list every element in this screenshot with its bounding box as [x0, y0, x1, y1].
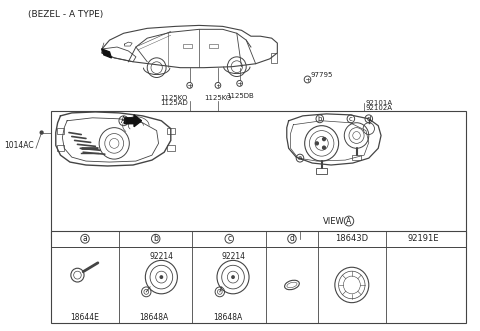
Text: 18648A: 18648A — [139, 313, 168, 322]
Text: 1125KO: 1125KO — [204, 95, 231, 101]
Bar — [167, 145, 175, 151]
Text: c: c — [227, 234, 231, 243]
Text: 18643D: 18643D — [335, 234, 368, 243]
Bar — [271, 53, 277, 63]
Bar — [316, 168, 327, 174]
Bar — [57, 128, 64, 133]
Text: b: b — [153, 234, 158, 243]
Text: 1014AC: 1014AC — [4, 141, 34, 150]
Circle shape — [323, 146, 325, 149]
Polygon shape — [102, 49, 111, 58]
Text: A: A — [121, 116, 126, 125]
Bar — [208, 44, 218, 48]
Text: 1125DB: 1125DB — [226, 93, 253, 99]
Text: a: a — [298, 155, 302, 161]
Circle shape — [40, 131, 43, 134]
Text: (BEZEL - A TYPE): (BEZEL - A TYPE) — [28, 10, 104, 19]
Circle shape — [315, 142, 318, 145]
Text: 1125AD: 1125AD — [160, 100, 188, 106]
Text: 92101A: 92101A — [366, 100, 393, 106]
Circle shape — [323, 138, 325, 141]
Circle shape — [159, 275, 163, 279]
Bar — [51, 111, 466, 239]
Circle shape — [231, 275, 235, 279]
Bar — [352, 155, 361, 160]
Text: A: A — [347, 216, 352, 225]
Text: c: c — [349, 116, 353, 122]
Polygon shape — [125, 115, 142, 127]
Text: 18644E: 18644E — [71, 313, 99, 322]
Text: VIEW: VIEW — [323, 216, 345, 225]
Text: 92214: 92214 — [149, 252, 173, 260]
Text: 92191E: 92191E — [408, 234, 439, 243]
Text: 92214: 92214 — [221, 252, 245, 260]
Text: d: d — [367, 116, 371, 122]
Text: 18648A: 18648A — [213, 313, 242, 322]
Bar — [57, 145, 64, 151]
Text: b: b — [318, 116, 322, 122]
Text: d: d — [289, 234, 294, 243]
Bar — [183, 44, 192, 48]
Text: a: a — [83, 234, 87, 243]
Text: 92102A: 92102A — [366, 105, 393, 111]
Bar — [51, 231, 466, 323]
Text: 1125KO: 1125KO — [160, 95, 188, 101]
Bar — [167, 128, 175, 133]
Text: 97795: 97795 — [311, 71, 333, 77]
